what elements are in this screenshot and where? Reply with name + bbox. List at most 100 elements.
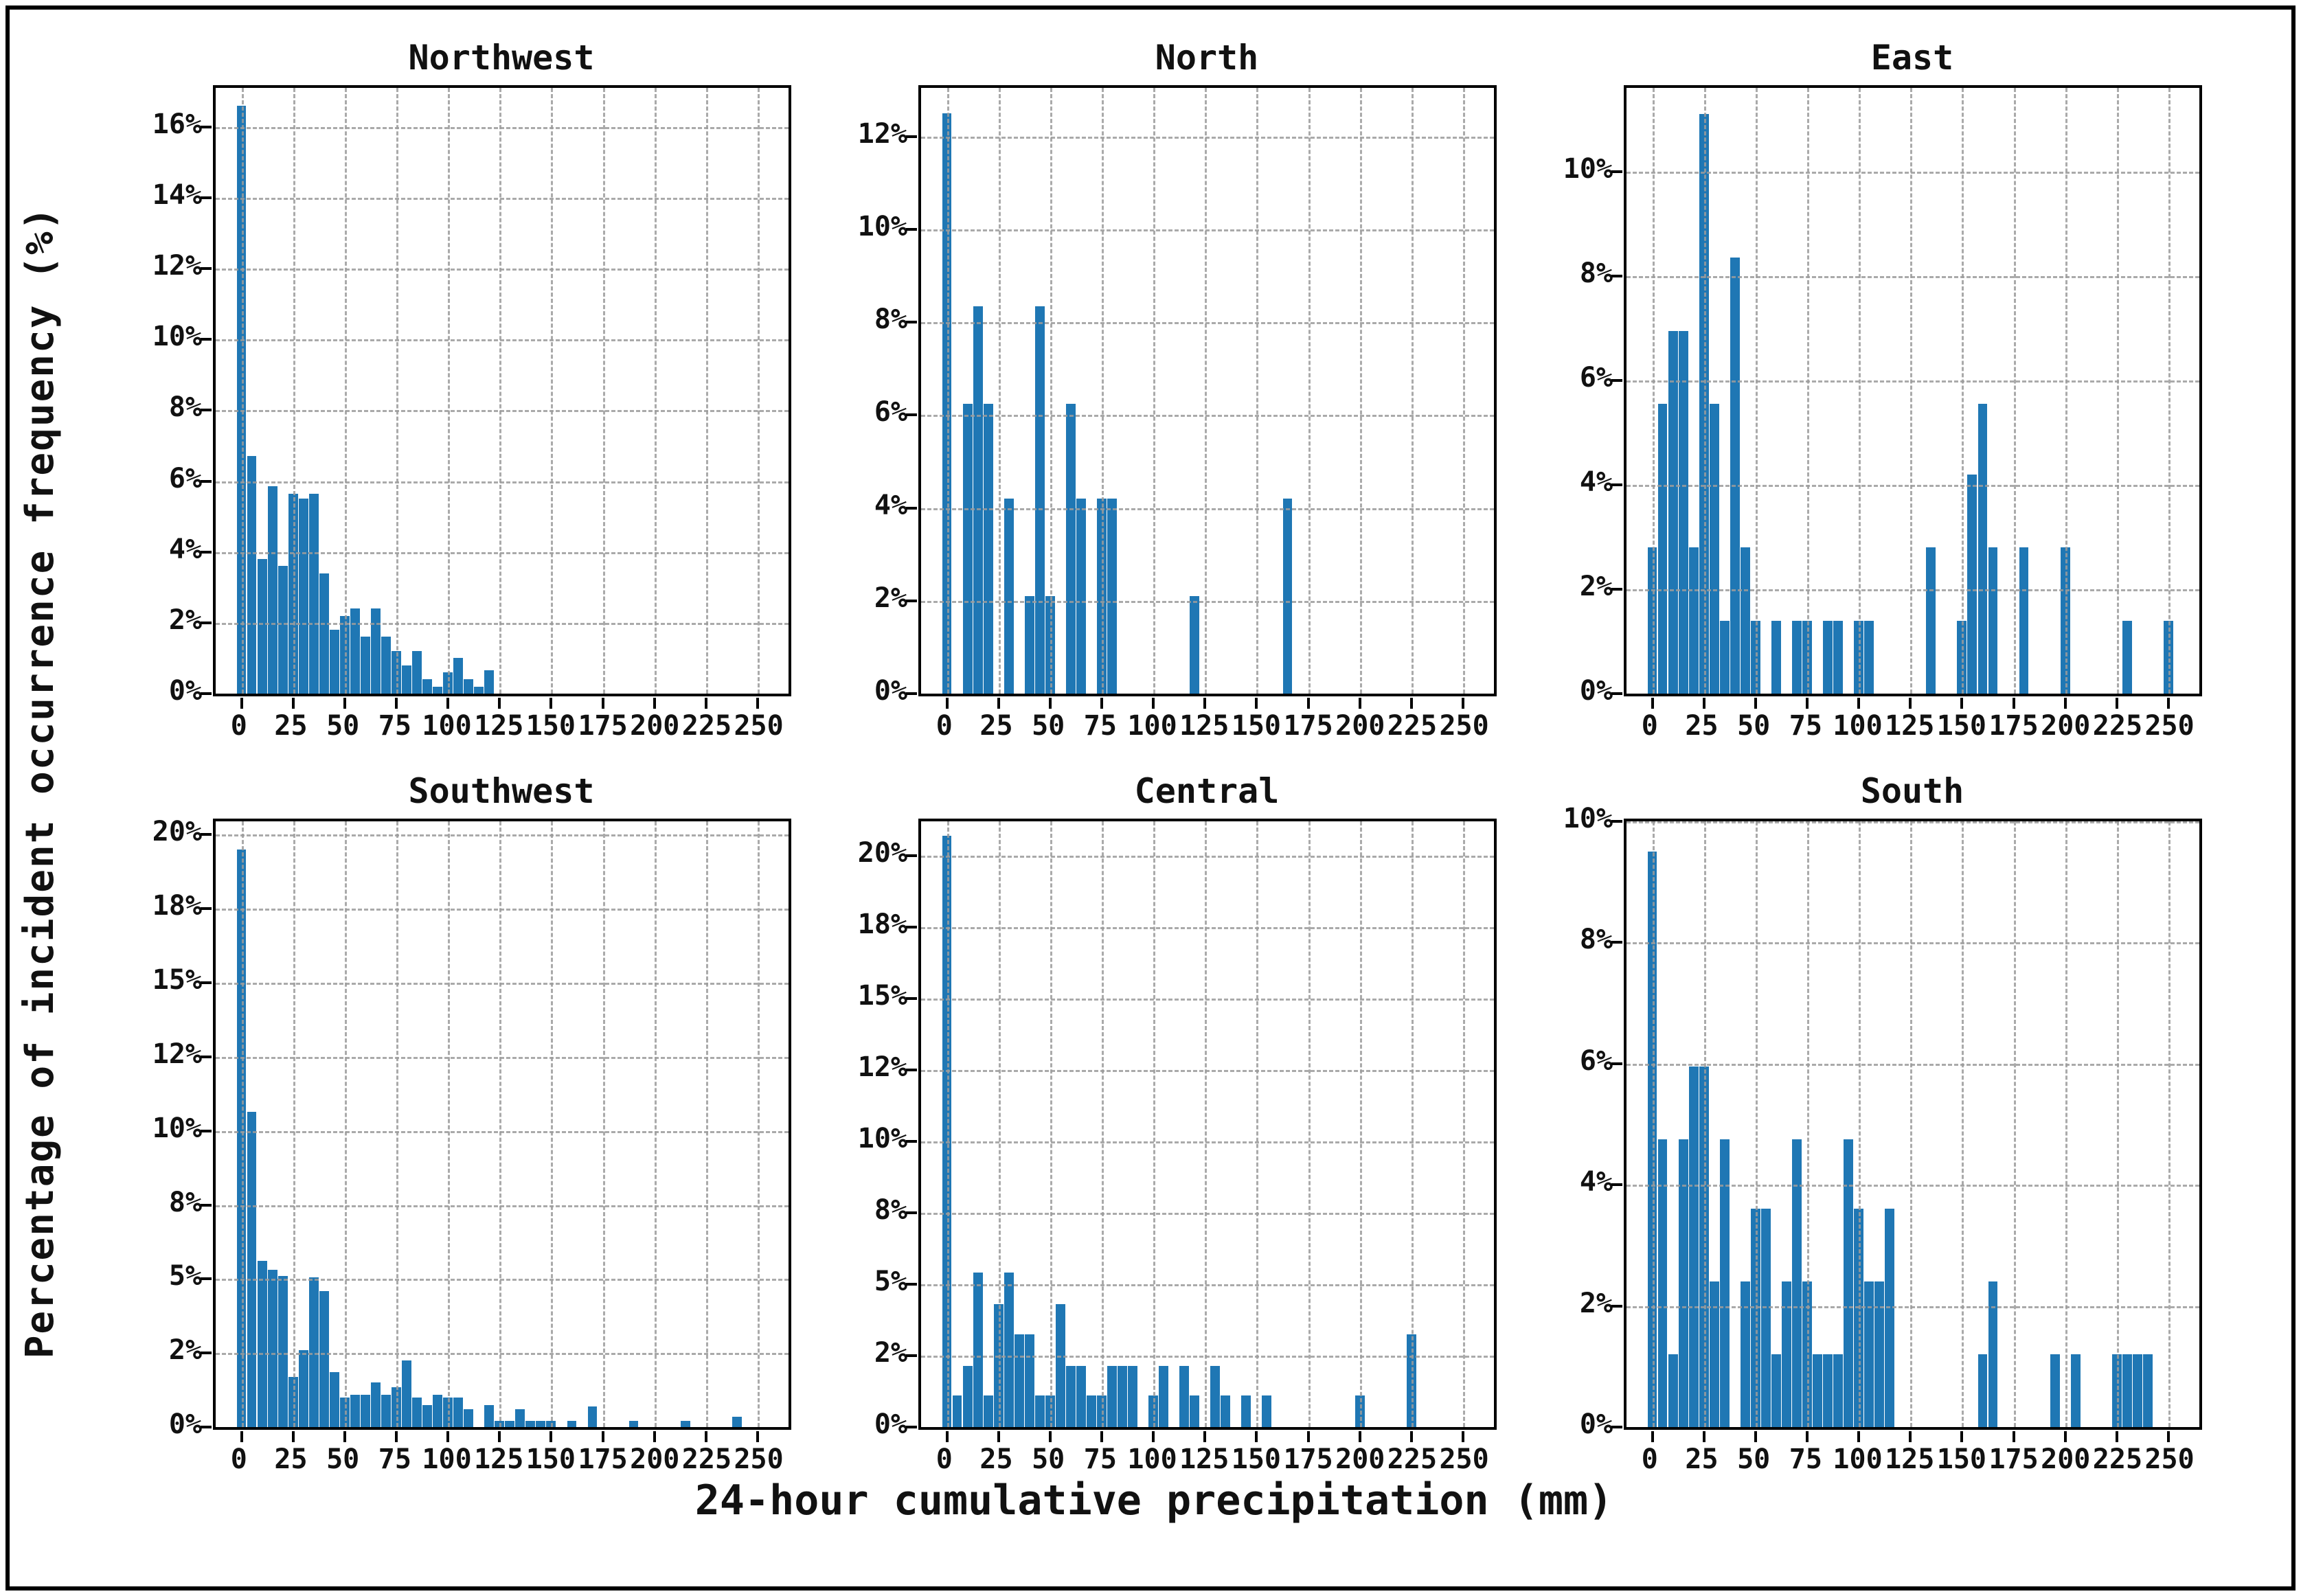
x-tick-mark [601, 1431, 604, 1442]
histogram-bar [1034, 1395, 1045, 1427]
gridline-vertical [1359, 821, 1362, 1427]
x-tick-mark [1409, 1431, 1413, 1442]
histogram-bar [1823, 1354, 1833, 1427]
y-tick-mark [906, 854, 917, 857]
gridline-vertical [2116, 821, 2119, 1427]
histogram-bar [1014, 1334, 1024, 1427]
x-tick-label: 50 [326, 1444, 360, 1475]
histogram-bar [329, 1372, 339, 1427]
panels-grid: Northwest 0% 2% 4% 6% 8% 10% 12% 14% 16% 0 25 50 75… [103, 36, 2219, 1481]
histogram-bar [1760, 1209, 1771, 1427]
x-tick-label: 250 [1439, 1444, 1489, 1475]
histogram-bar [308, 1277, 319, 1427]
x-tick-label: 175 [578, 1444, 628, 1475]
gridline-horizontal [1626, 171, 2199, 174]
x-tick-mark [1461, 1431, 1464, 1442]
x-tick-mark [2012, 1431, 2015, 1442]
x-tick-label: 150 [1231, 710, 1282, 742]
gridline-vertical [499, 88, 502, 694]
y-tick-mark [201, 1203, 212, 1207]
x-tick-labels: 0 25 50 75 100 125 150 175 200 225 250 [213, 1430, 790, 1481]
y-tick-mark [906, 925, 917, 928]
y-tick-mark [1611, 378, 1622, 382]
y-tick-label: 12% [857, 117, 907, 150]
histogram-bar [1024, 596, 1034, 694]
histogram-bar [628, 1421, 639, 1427]
x-tick-mark [1754, 1431, 1757, 1442]
y-tick-label: 2% [168, 604, 202, 636]
histogram-bar [1802, 620, 1812, 694]
gridline-vertical [947, 88, 949, 694]
gridline-horizontal [1626, 821, 2199, 823]
x-tick-label: 0 [936, 1444, 953, 1475]
histogram-bar [1740, 1281, 1750, 1427]
x-tick-mark [1409, 698, 1413, 709]
gridline-vertical [2013, 821, 2016, 1427]
x-tick-mark [446, 698, 450, 709]
gridline-vertical [396, 88, 398, 694]
histogram-bar [1004, 1273, 1014, 1427]
gridline-vertical [1359, 88, 1362, 694]
x-tick-mark [394, 698, 398, 709]
x-tick-mark [1651, 1431, 1654, 1442]
histogram-bar [1221, 1395, 1231, 1427]
gridline-horizontal [216, 481, 789, 483]
y-tick-label: 5% [168, 1260, 202, 1292]
gridline-vertical [2065, 821, 2067, 1427]
histogram-bar [1668, 330, 1678, 694]
x-tick-mark [291, 698, 295, 709]
y-tick-label: 0% [1579, 675, 1613, 707]
x-tick-labels: 0 25 50 75 100 125 150 175 200 225 250 [1624, 696, 2201, 747]
gridline-vertical [947, 821, 949, 1427]
y-tick-label: 0% [874, 1409, 907, 1440]
histogram-bar [1190, 1395, 1200, 1427]
x-tick-mark [2115, 698, 2118, 709]
gridline-vertical [2065, 88, 2067, 694]
y-tick-label: 2% [874, 582, 907, 614]
histogram-bar [983, 403, 993, 694]
gridline-vertical [705, 88, 708, 694]
y-tick-labels: 0% 2% 4% 6% 8% 10% [1514, 803, 1624, 1440]
x-tick-label: 125 [474, 710, 524, 742]
gridline-vertical [1910, 88, 1913, 694]
x-tick-mark [997, 1431, 1000, 1442]
histogram-bar [962, 403, 973, 694]
gridline-vertical [448, 821, 451, 1427]
x-tick-label: 0 [1641, 1444, 1658, 1475]
histogram-bar [962, 1365, 973, 1427]
x-tick-label: 100 [1833, 1444, 1883, 1475]
x-tick-mark [1909, 1431, 1912, 1442]
histogram-bar [1241, 1395, 1251, 1427]
gridline-horizontal [921, 415, 1494, 418]
x-tick-mark [945, 698, 949, 709]
y-tick-label: 4% [1579, 1166, 1613, 1198]
gridline-vertical [1806, 821, 1809, 1427]
gridline-horizontal [216, 197, 789, 200]
x-tick-label: 200 [2041, 710, 2091, 742]
x-tick-mark [1754, 698, 1757, 709]
x-tick-labels: 0 25 50 75 100 125 150 175 200 225 250 [918, 1430, 1495, 1481]
histogram-bar [1678, 1139, 1688, 1427]
histogram-bar [350, 1394, 360, 1427]
histogram-bar [298, 1349, 308, 1427]
y-tick-label: 16% [152, 108, 202, 140]
gridline-horizontal [216, 269, 789, 271]
x-tick-mark [1255, 698, 1258, 709]
y-tick-mark [201, 267, 212, 271]
x-tick-mark [1909, 698, 1912, 709]
gridline-vertical [1755, 821, 1758, 1427]
gridline-vertical [1652, 821, 1655, 1427]
y-tick-mark [201, 1277, 212, 1281]
x-tick-mark [240, 1431, 243, 1442]
gridline-vertical [551, 88, 554, 694]
histogram-bar [680, 1421, 690, 1427]
x-tick-label: 50 [1737, 1444, 1771, 1475]
x-tick-mark [343, 1431, 346, 1442]
gridline-vertical [396, 821, 398, 1427]
y-tick-label: 15% [152, 964, 202, 996]
x-tick-mark [1048, 1431, 1052, 1442]
histogram-bar [1647, 547, 1657, 694]
histogram-bar [319, 1290, 329, 1427]
x-tick-label: 50 [1032, 1444, 1065, 1475]
x-tick-labels: 0 25 50 75 100 125 150 175 200 225 250 [213, 696, 790, 747]
